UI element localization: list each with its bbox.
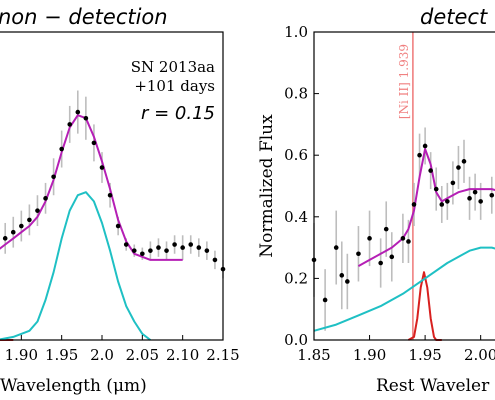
x-tick-label: 2.10: [166, 346, 199, 364]
data-point: [188, 242, 194, 247]
fit-curve: [0, 114, 183, 261]
data-point: [478, 199, 483, 204]
data-point: [356, 251, 361, 257]
annotation-days: +101 days: [134, 77, 215, 95]
data-point: [10, 229, 16, 235]
data-point: [456, 165, 461, 170]
data-point: [339, 273, 345, 278]
data-point: [461, 159, 467, 164]
left-plot-area: [0, 90, 226, 341]
data-point: [123, 242, 129, 247]
data-point: [433, 186, 439, 192]
data-point: [59, 146, 64, 152]
data-point: [367, 236, 372, 241]
data-point: [196, 245, 202, 250]
data-point: [19, 223, 24, 229]
data-point: [75, 109, 81, 115]
data-point: [345, 279, 350, 284]
data-point: [67, 122, 73, 127]
right-plot-area: [Ni II] 1.939: [311, 32, 495, 341]
left-axes-frame: [0, 31, 224, 341]
data-point: [51, 174, 56, 180]
x-tick-label: 1.90: [353, 346, 386, 364]
data-point: [389, 254, 395, 260]
data-point: [131, 248, 137, 253]
data-point: [467, 196, 472, 201]
data-point: [489, 192, 495, 198]
data-point: [212, 257, 218, 263]
data-point: [107, 192, 113, 198]
data-point: [378, 260, 383, 266]
right-y-axis-label: Normalized Flux: [257, 114, 277, 258]
x-tick-label: 1.95: [45, 346, 78, 364]
data-point: [43, 196, 48, 201]
right-title: detect: [420, 5, 488, 29]
data-point: [2, 236, 8, 241]
y-tick-label: 0.0: [284, 331, 308, 349]
data-point: [99, 165, 105, 170]
annotation-r: r = 0.15: [141, 103, 215, 124]
left-panel: non − detection 1.851.901.952.02.052.102…: [0, 5, 240, 396]
x-tick-label: 1.85: [297, 346, 330, 364]
left-title: non − detection: [0, 5, 168, 29]
data-point: [383, 226, 389, 232]
data-point: [417, 152, 422, 158]
fit-curve: [357, 148, 495, 267]
left-x-ticks: 1.851.901.952.02.052.102.15: [5, 335, 240, 364]
x-tick-label: 1.95: [408, 346, 441, 364]
data-point: [472, 189, 478, 195]
x-tick-label: 2.0: [90, 346, 114, 364]
data-point: [428, 168, 433, 173]
y-tick-label: 0.8: [284, 85, 308, 103]
x-tick-label: 2.15: [206, 346, 239, 364]
data-point: [445, 199, 450, 204]
left-x-axis-label: Wavelength (μm): [0, 376, 147, 396]
data-point: [27, 217, 32, 223]
x-tick-label: 1.90: [5, 346, 38, 364]
x-tick-label: 2.00: [464, 346, 495, 364]
data-point: [91, 140, 97, 146]
y-tick-label: 0.4: [284, 208, 308, 226]
data-point: [322, 297, 328, 303]
data-point: [422, 143, 428, 149]
broad-gaussian-curve: [0, 191, 152, 341]
data-point: [400, 236, 406, 241]
data-point: [140, 251, 145, 257]
nickel-line-label: [Ni II] 1.939: [397, 44, 411, 119]
data-point: [406, 239, 411, 244]
right-axis-ticks: 1.85 1.90 1.95 2.00 0.0 0.2 0.4 0.6 0.8 1.0: [284, 23, 495, 364]
y-tick-label: 0.6: [284, 146, 308, 164]
data-point: [333, 245, 339, 250]
y-tick-label: 1.0: [284, 23, 308, 41]
data-point: [35, 208, 40, 213]
data-point: [204, 248, 210, 253]
right-axes-frame: [313, 31, 495, 341]
right-panel: detect [Ni II] 1.939 1.85 1.90 1.95 2.00 0.0…: [257, 5, 495, 396]
data-point: [411, 202, 417, 207]
data-point: [450, 180, 456, 186]
data-point: [83, 115, 89, 121]
y-tick-label: 0.2: [284, 269, 308, 287]
x-tick-label: 2.05: [126, 346, 159, 364]
narrow-gaussian-curve: [407, 271, 442, 341]
data-point: [180, 245, 185, 250]
data-point: [172, 242, 177, 247]
right-x-axis-label: Rest Waveler: [376, 376, 490, 396]
annotation-sn: SN 2013aa: [131, 58, 215, 76]
broad-gaussian-curve: [313, 246, 495, 332]
data-point: [115, 223, 121, 229]
data-point: [164, 248, 169, 253]
data-point: [439, 202, 445, 207]
data-point: [156, 245, 161, 250]
data-point: [148, 248, 153, 253]
